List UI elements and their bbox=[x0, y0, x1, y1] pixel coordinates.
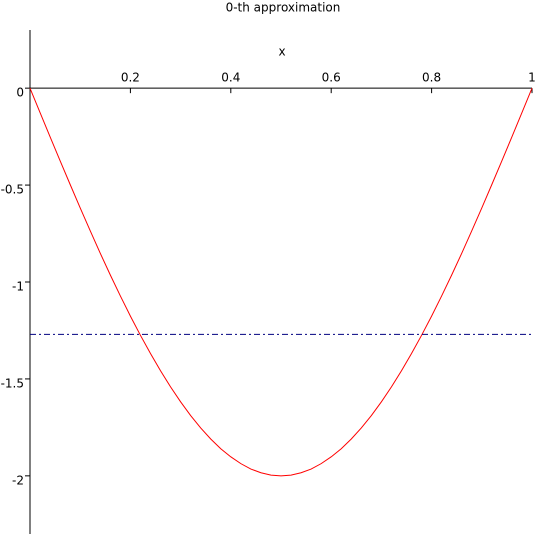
x-tick-label: 0.4 bbox=[221, 71, 240, 85]
y-tick-label: 0 bbox=[16, 86, 24, 100]
chart-title: 0-th approximation bbox=[226, 1, 341, 15]
y-tick-label: -1 bbox=[12, 280, 24, 294]
y-tick-label: -0.5 bbox=[1, 183, 24, 197]
x-tick-label: 1 bbox=[528, 71, 536, 85]
line-series bbox=[29, 87, 533, 477]
y-tick-label: -2 bbox=[12, 473, 24, 487]
x-tick-label: 0.6 bbox=[322, 71, 341, 85]
x-tick-label: 0.2 bbox=[121, 71, 140, 85]
y-tick-label: -1.5 bbox=[1, 376, 24, 390]
x-tick-label: 0.8 bbox=[422, 71, 441, 85]
x-axis-label: x bbox=[278, 45, 285, 59]
